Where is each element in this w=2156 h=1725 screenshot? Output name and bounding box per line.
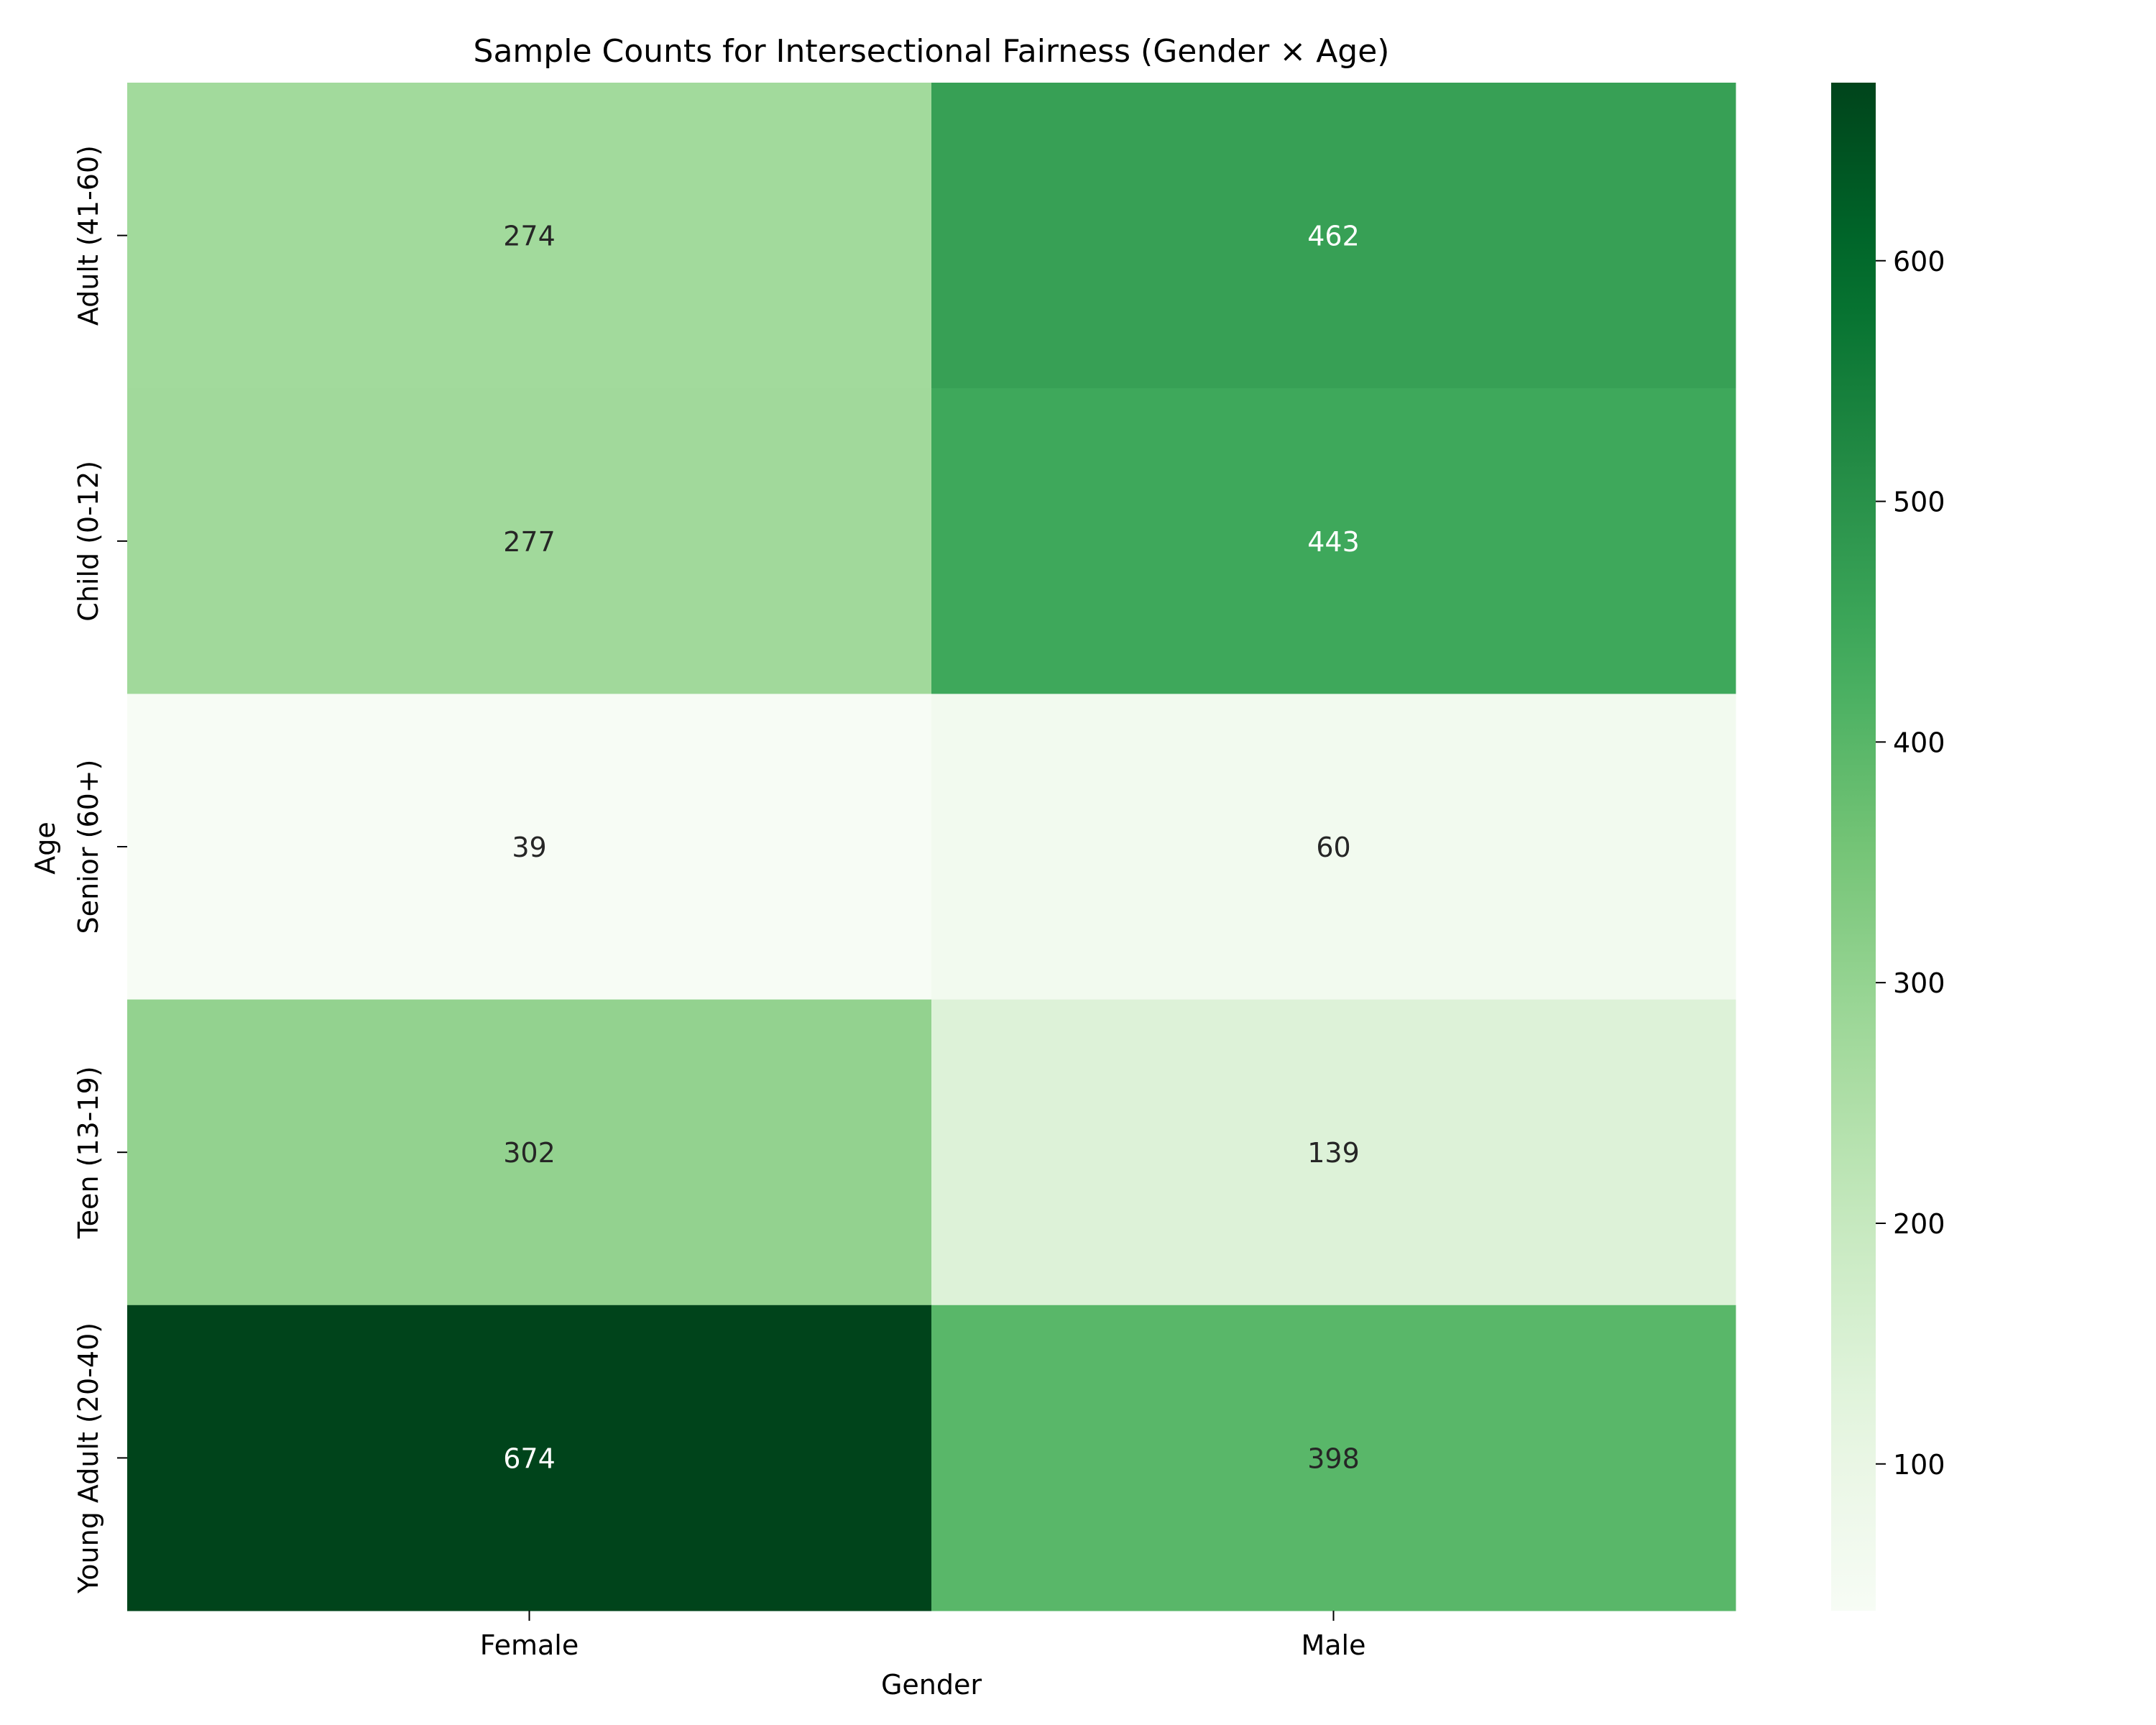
colorbar-tick-label: 100: [1893, 1449, 1945, 1481]
y-tick-label: Teen (13-19): [73, 1066, 104, 1239]
cell-value-label: 39: [512, 832, 546, 863]
cell-value-label: 302: [503, 1137, 556, 1169]
cell-value-label: 277: [503, 526, 556, 558]
y-tick-label: Young Adult (20-40): [73, 1322, 104, 1594]
heatmap-cell: [127, 999, 932, 1306]
colorbar: 100 200 300 400 500 600: [1831, 83, 1945, 1611]
colorbar-gradient: [1831, 83, 1876, 1611]
y-tick-label: Adult (41-60): [73, 145, 104, 326]
y-tick-label: Senior (60+): [73, 760, 104, 934]
colorbar-tick-label: 300: [1893, 967, 1945, 999]
y-tick-label: Child (0-12): [73, 461, 104, 622]
cell-value-label: 398: [1307, 1443, 1360, 1474]
y-axis-label: Age: [29, 822, 61, 875]
cell-value-label: 60: [1316, 832, 1350, 863]
heatmap-cell: [127, 1305, 932, 1611]
heatmap-cell: [127, 694, 932, 1000]
cell-value-label: 139: [1307, 1137, 1360, 1169]
colorbar-tick-label: 400: [1893, 727, 1945, 758]
heatmap-cells: [127, 83, 1736, 1611]
heatmap-cell: [931, 999, 1736, 1306]
y-axis: Adult (41-60) Child (0-12) Senior (60+) Tee…: [73, 145, 127, 1594]
heatmap-cell: [127, 388, 932, 694]
x-axis-label: Gender: [881, 1669, 982, 1701]
x-tick-label: Female: [480, 1629, 579, 1661]
heatmap-cell: [127, 83, 932, 389]
x-tick-label: Male: [1301, 1629, 1365, 1661]
cell-value-label: 462: [1307, 221, 1360, 252]
colorbar-tick-label: 200: [1893, 1208, 1945, 1240]
cell-value-label: 443: [1307, 526, 1360, 558]
cell-value-label: 674: [503, 1443, 556, 1474]
heatmap-cell: [931, 694, 1736, 1000]
x-axis: Female Male: [480, 1611, 1366, 1661]
chart-title: Sample Counts for Intersectional Fairnes…: [474, 33, 1390, 70]
colorbar-tick-label: 600: [1893, 246, 1945, 277]
colorbar-tick-label: 500: [1893, 487, 1945, 518]
heatmap-cell-labels: 274 462 277 443 39 60 302 139 674 398: [503, 221, 1360, 1475]
cell-value-label: 274: [503, 221, 556, 252]
heatmap-cell: [931, 388, 1736, 694]
heatmap-cell: [931, 83, 1736, 389]
heatmap-cell: [931, 1305, 1736, 1611]
